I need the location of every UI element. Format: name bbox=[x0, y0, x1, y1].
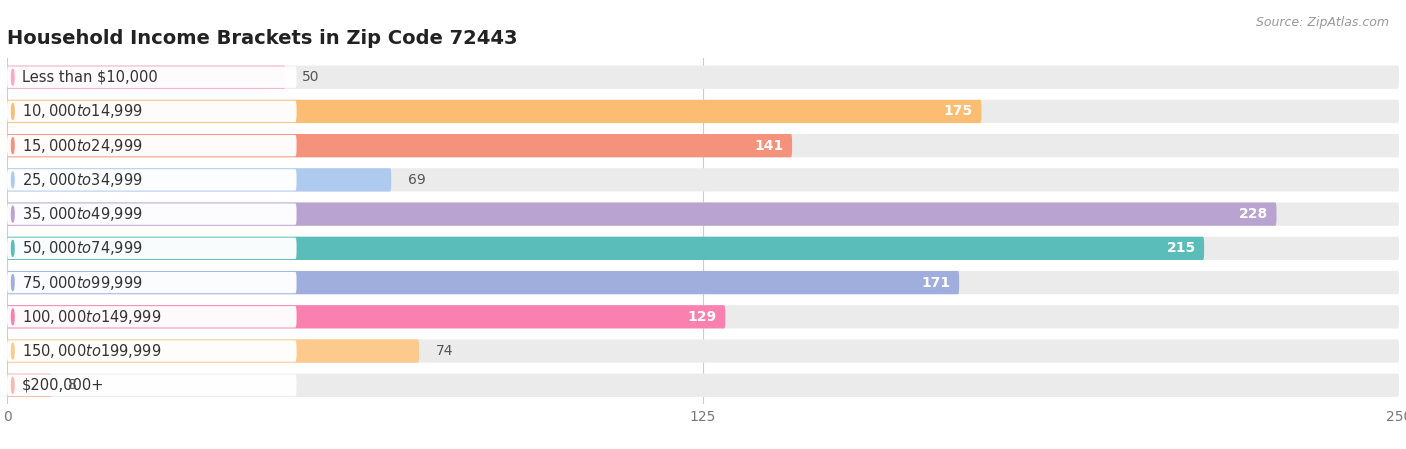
Text: 74: 74 bbox=[436, 344, 453, 358]
FancyBboxPatch shape bbox=[7, 203, 297, 225]
Text: $25,000 to $34,999: $25,000 to $34,999 bbox=[22, 171, 142, 189]
FancyBboxPatch shape bbox=[7, 66, 1399, 89]
FancyBboxPatch shape bbox=[7, 305, 1399, 329]
FancyBboxPatch shape bbox=[7, 339, 1399, 363]
Text: $100,000 to $149,999: $100,000 to $149,999 bbox=[22, 308, 162, 326]
FancyBboxPatch shape bbox=[7, 237, 1399, 260]
FancyBboxPatch shape bbox=[7, 238, 297, 259]
FancyBboxPatch shape bbox=[7, 100, 1399, 123]
Text: 8: 8 bbox=[69, 378, 77, 392]
FancyBboxPatch shape bbox=[7, 237, 1204, 260]
Circle shape bbox=[11, 206, 14, 222]
FancyBboxPatch shape bbox=[7, 100, 981, 123]
Text: 50: 50 bbox=[302, 70, 319, 84]
FancyBboxPatch shape bbox=[7, 271, 959, 294]
Circle shape bbox=[11, 377, 14, 393]
FancyBboxPatch shape bbox=[7, 168, 1399, 192]
FancyBboxPatch shape bbox=[7, 374, 297, 396]
FancyBboxPatch shape bbox=[7, 272, 297, 293]
Circle shape bbox=[11, 343, 14, 359]
FancyBboxPatch shape bbox=[7, 66, 285, 89]
Circle shape bbox=[11, 309, 14, 325]
FancyBboxPatch shape bbox=[7, 271, 1399, 294]
Circle shape bbox=[11, 240, 14, 256]
FancyBboxPatch shape bbox=[7, 169, 297, 190]
Text: 215: 215 bbox=[1167, 242, 1195, 255]
Circle shape bbox=[11, 104, 14, 119]
FancyBboxPatch shape bbox=[7, 374, 1399, 397]
FancyBboxPatch shape bbox=[7, 202, 1399, 226]
Text: 141: 141 bbox=[755, 139, 783, 153]
Text: 228: 228 bbox=[1239, 207, 1268, 221]
Circle shape bbox=[11, 138, 14, 154]
Text: Less than $10,000: Less than $10,000 bbox=[22, 70, 157, 85]
Text: 129: 129 bbox=[688, 310, 717, 324]
FancyBboxPatch shape bbox=[7, 340, 297, 362]
Text: $10,000 to $14,999: $10,000 to $14,999 bbox=[22, 102, 142, 120]
Text: $35,000 to $49,999: $35,000 to $49,999 bbox=[22, 205, 142, 223]
FancyBboxPatch shape bbox=[7, 134, 792, 157]
FancyBboxPatch shape bbox=[7, 305, 725, 329]
Text: $200,000+: $200,000+ bbox=[22, 378, 104, 393]
FancyBboxPatch shape bbox=[7, 202, 1277, 226]
Circle shape bbox=[11, 172, 14, 188]
FancyBboxPatch shape bbox=[7, 66, 297, 88]
Text: 69: 69 bbox=[408, 173, 426, 187]
FancyBboxPatch shape bbox=[7, 135, 297, 156]
FancyBboxPatch shape bbox=[7, 134, 1399, 157]
FancyBboxPatch shape bbox=[7, 101, 297, 122]
FancyBboxPatch shape bbox=[7, 374, 52, 397]
Text: $150,000 to $199,999: $150,000 to $199,999 bbox=[22, 342, 162, 360]
FancyBboxPatch shape bbox=[7, 306, 297, 327]
FancyBboxPatch shape bbox=[7, 339, 419, 363]
Text: $15,000 to $24,999: $15,000 to $24,999 bbox=[22, 136, 142, 154]
Text: Source: ZipAtlas.com: Source: ZipAtlas.com bbox=[1256, 16, 1389, 29]
Text: $50,000 to $74,999: $50,000 to $74,999 bbox=[22, 239, 142, 257]
Circle shape bbox=[11, 275, 14, 291]
Circle shape bbox=[11, 69, 14, 85]
Text: Household Income Brackets in Zip Code 72443: Household Income Brackets in Zip Code 72… bbox=[7, 30, 517, 48]
Text: 175: 175 bbox=[943, 105, 973, 119]
Text: $75,000 to $99,999: $75,000 to $99,999 bbox=[22, 273, 142, 291]
FancyBboxPatch shape bbox=[7, 168, 391, 192]
Text: 171: 171 bbox=[922, 276, 950, 290]
